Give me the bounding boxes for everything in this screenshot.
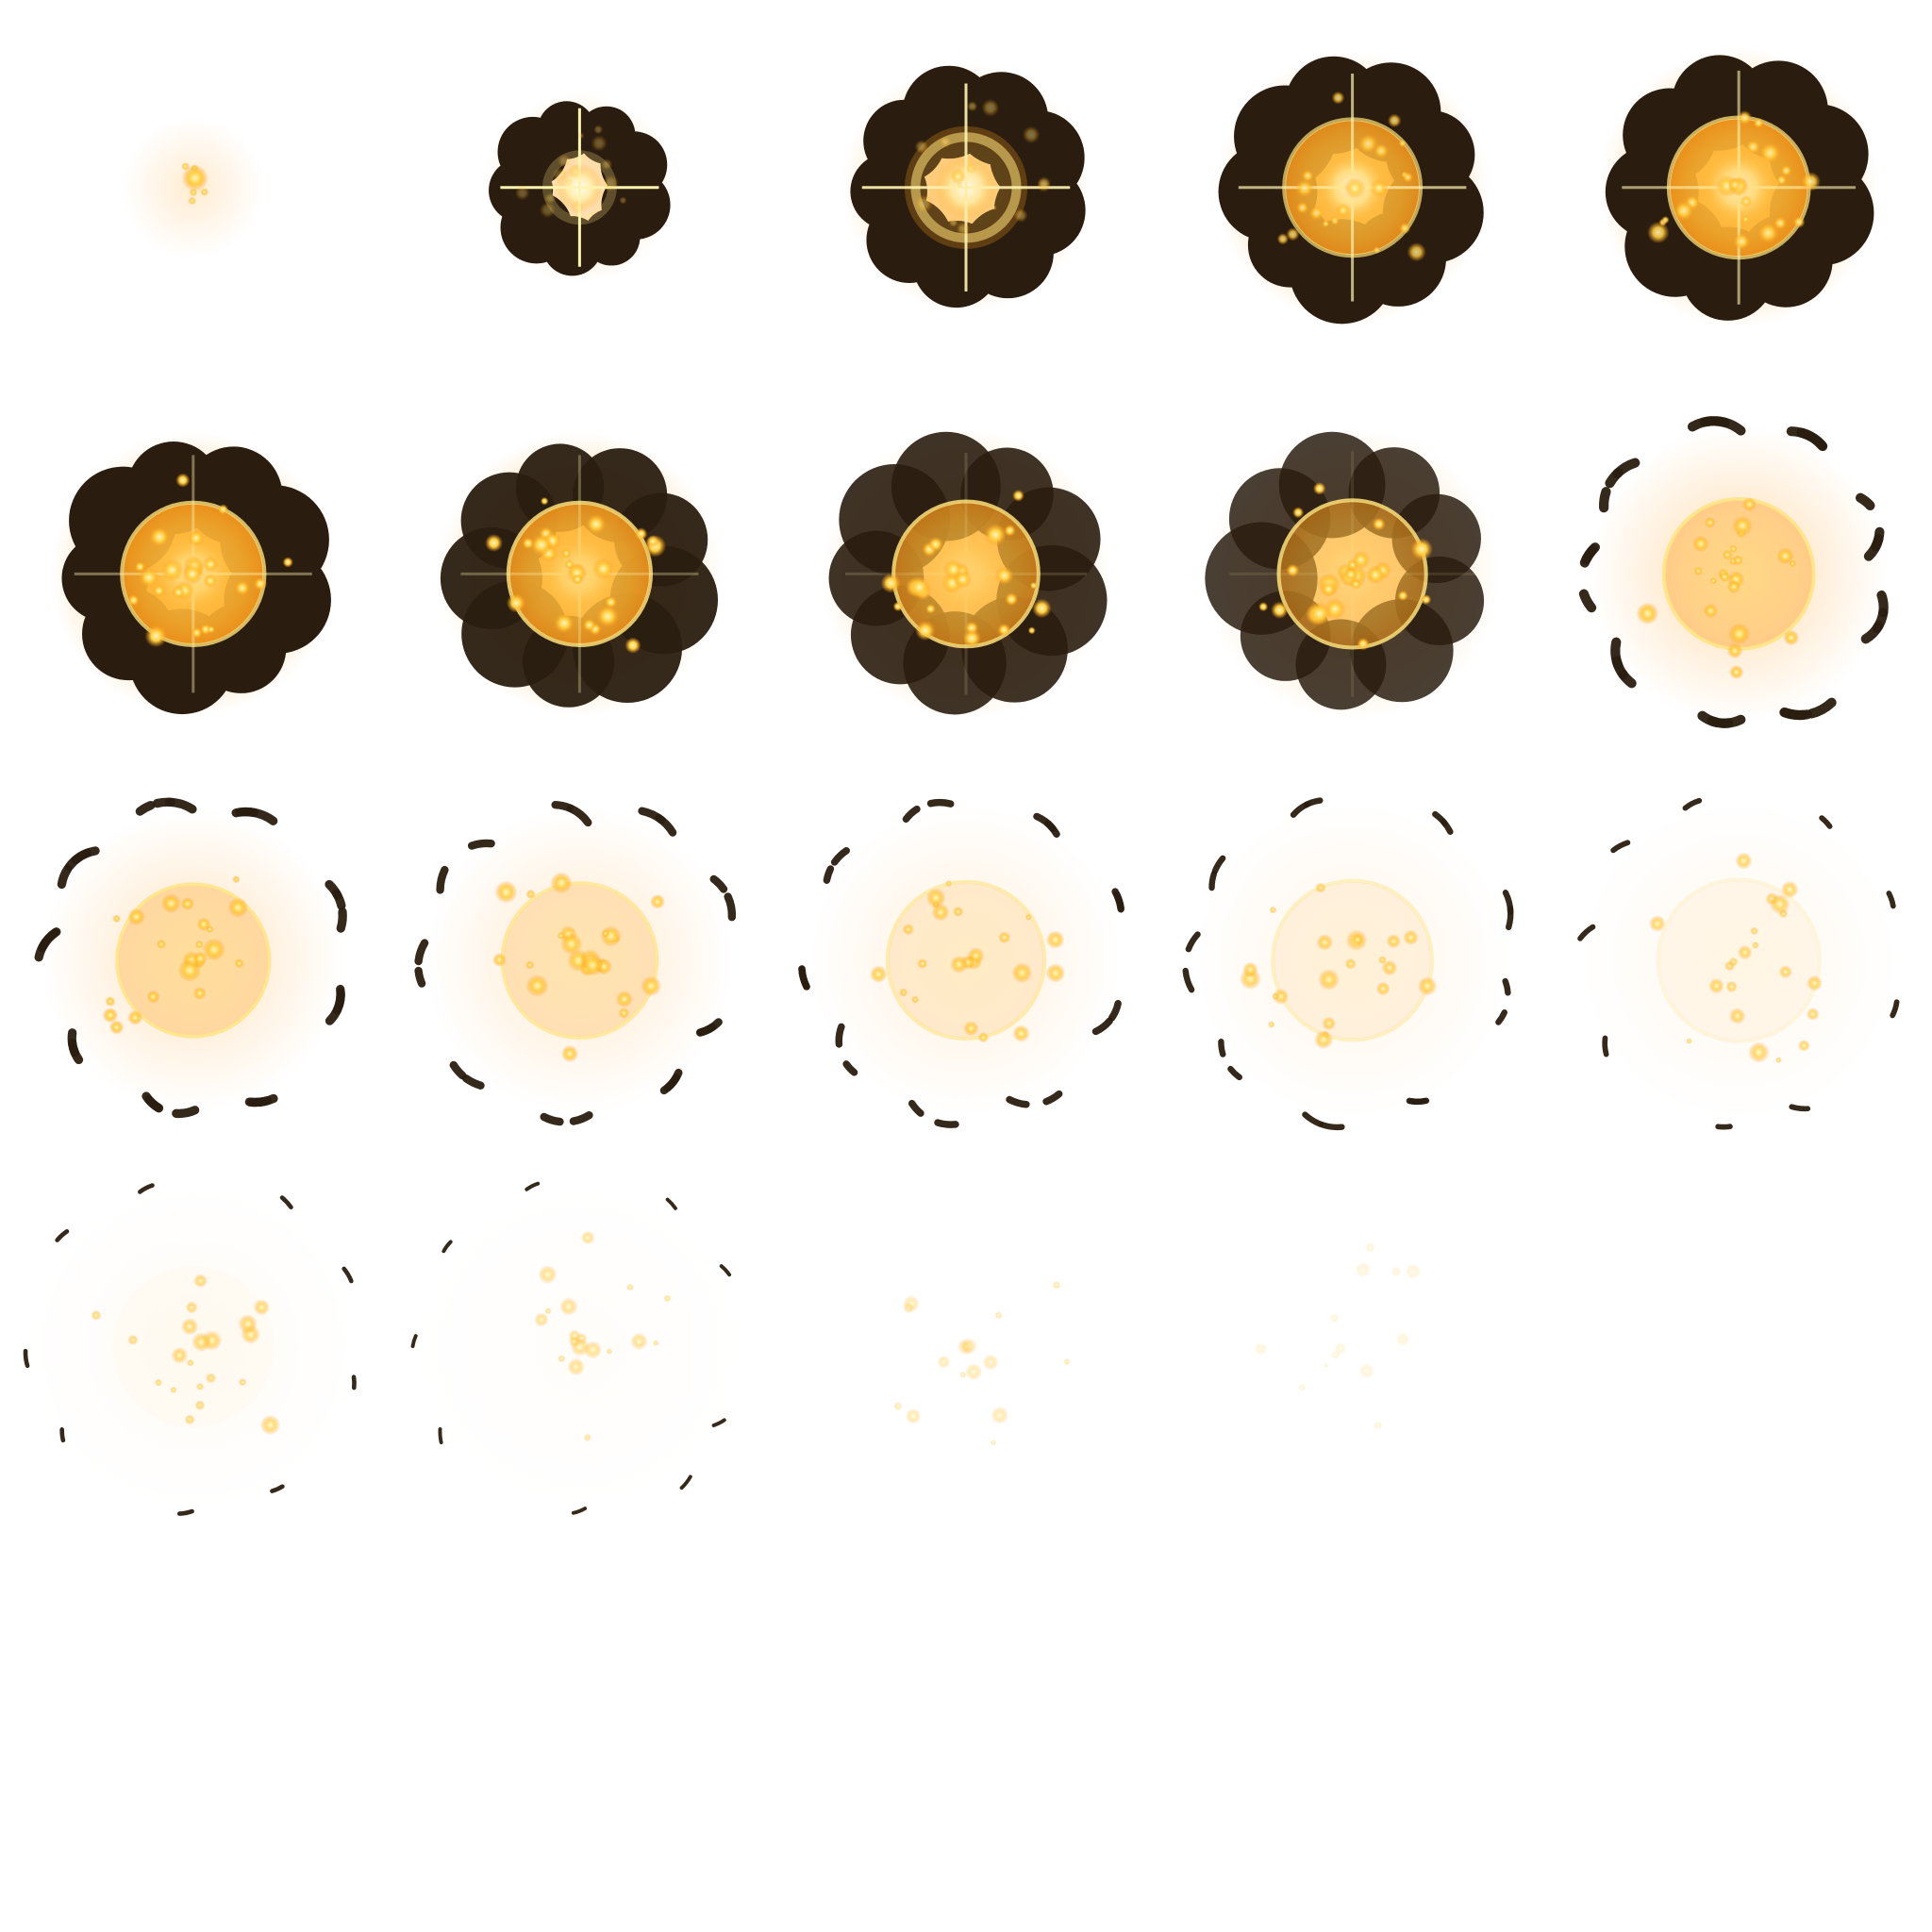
frame-4	[1216, 52, 1489, 325]
sparks	[181, 162, 209, 206]
sparks	[880, 490, 1052, 648]
sparks	[485, 496, 667, 654]
frame-14	[1182, 797, 1514, 1131]
frame-5	[1599, 48, 1878, 327]
sparks	[492, 872, 666, 1063]
smoke-cloud	[489, 101, 671, 276]
shock-ring	[1276, 498, 1428, 650]
sparks	[514, 125, 627, 219]
frame-9	[1205, 427, 1499, 721]
sparks	[91, 1274, 281, 1436]
sparks	[1648, 852, 1823, 1063]
frames-layer	[23, 48, 1900, 1516]
sparks	[127, 473, 293, 648]
frame-2	[485, 92, 675, 282]
frame-6	[51, 432, 335, 716]
frame-3	[841, 63, 1091, 312]
smoke-cloud	[1182, 797, 1514, 1131]
sparks	[893, 1280, 1071, 1446]
shock-ring	[120, 500, 267, 648]
frame-11	[34, 797, 347, 1118]
sparks	[1636, 497, 1800, 680]
sparks	[1647, 110, 1821, 251]
smoke-cloud	[34, 797, 347, 1118]
frame-16	[23, 1183, 357, 1516]
sparks	[534, 1230, 672, 1441]
sparks	[1258, 482, 1433, 651]
smoke-cloud	[798, 798, 1124, 1128]
shock-ring	[885, 879, 1047, 1041]
smoke-cloud	[23, 1183, 357, 1516]
shock-ring	[506, 500, 654, 648]
frame-7	[438, 432, 722, 716]
frame-1	[122, 116, 264, 258]
sparks	[1276, 91, 1426, 262]
smoke-cloud	[1578, 416, 1889, 728]
sparks	[870, 880, 1066, 1043]
fireball-core	[1658, 880, 1819, 1041]
sparks	[1239, 882, 1438, 1050]
sparks	[102, 875, 249, 1035]
smoke-cloud	[1577, 797, 1900, 1130]
smoke-cloud	[828, 431, 1108, 715]
frame-12	[414, 800, 737, 1126]
frame-15	[1577, 797, 1900, 1130]
frame-17	[410, 1181, 732, 1515]
frame-18	[893, 1280, 1071, 1446]
sparks	[914, 98, 1051, 236]
frame-10	[1578, 416, 1889, 728]
shock-ring	[1656, 877, 1822, 1043]
shock-ring	[115, 882, 272, 1039]
frame-8	[822, 429, 1110, 718]
shock-ring	[1271, 878, 1435, 1042]
smoke-cloud	[414, 800, 737, 1126]
flash-cross	[861, 83, 1071, 292]
smoke-cloud	[410, 1181, 732, 1515]
frame-13	[798, 798, 1124, 1128]
sparks	[1254, 1241, 1422, 1430]
frame-19	[1254, 1241, 1422, 1430]
